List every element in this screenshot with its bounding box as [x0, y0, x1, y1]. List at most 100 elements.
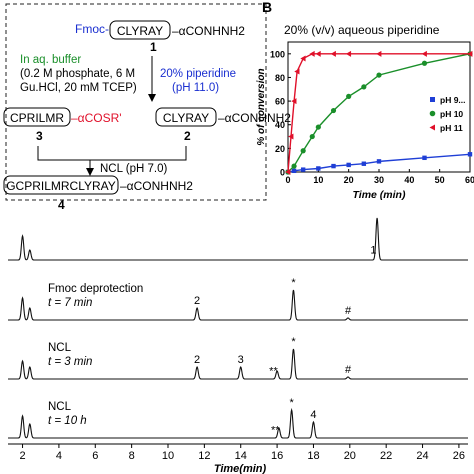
- thioester-sequence: CPRILMR: [10, 111, 64, 125]
- kinetics-chart: B 20% (v/v) aqueous piperidine 0 20 40 60 80…: [256, 0, 474, 201]
- data-point: [300, 167, 306, 172]
- peak-label: 2: [194, 354, 200, 366]
- compound-label-3: 3: [36, 129, 43, 143]
- trace-label-line-2: t = 3 min: [48, 356, 92, 368]
- x-tick-label: 10: [313, 175, 323, 185]
- data-point: [361, 84, 367, 90]
- chart-legend: pH 9... pH 10 pH 11: [429, 95, 466, 133]
- data-point: [291, 163, 297, 169]
- peak-label: 2: [194, 295, 200, 307]
- data-point: [330, 107, 337, 114]
- hplc-chromatograms: 1 Fmoc deprotection t = 7 min 2 * # NCL t = 3 m…: [8, 217, 468, 474]
- data-point: [376, 72, 382, 78]
- data-point: [361, 161, 367, 166]
- chart-x-label: Time (min): [353, 189, 406, 201]
- data-point: [376, 50, 382, 57]
- chromatogram-tick-label: 24: [416, 450, 428, 462]
- chromatogram-tick-label: 14: [235, 450, 247, 462]
- thioester-box: [3, 107, 71, 127]
- x-tick-label: 20: [344, 175, 354, 185]
- peak-label: #: [345, 364, 352, 376]
- legend-marker: [429, 110, 436, 117]
- trace-label-line-1: NCL: [48, 342, 72, 354]
- y-tick-label: 20: [275, 144, 285, 154]
- peptide-sequence-2: CLYRAY: [163, 111, 209, 125]
- x-tick-label: 40: [404, 175, 414, 185]
- chromatogram-tick-label: 4: [56, 450, 62, 462]
- thioester-suffix: –αCOSR': [71, 111, 122, 125]
- trace-group: 1 Fmoc deprotection t = 7 min 2 * # NCL t = 3 m…: [8, 217, 468, 439]
- chromatogram-tick-label: 6: [92, 450, 98, 462]
- series-group: [285, 50, 473, 175]
- chromatogram-x-ticks: 2 4 6 8 10 12 14 16 18 20 22 24 26: [19, 444, 465, 462]
- buffer-line-3: Gu.HCl, 20 mM TCEP): [20, 82, 137, 94]
- chromatogram-trace-1: [8, 217, 468, 261]
- peak-label: #: [345, 305, 352, 317]
- chromatogram-trace-3: [8, 348, 468, 380]
- trace-label-line-1: Fmoc deprotection: [48, 283, 143, 295]
- data-point: [294, 68, 300, 75]
- peptide-box-1: [109, 20, 171, 40]
- chart-plot-frame: [287, 41, 471, 173]
- compound-label-1: 1: [150, 40, 157, 54]
- fmoc-label: Fmoc-: [75, 22, 109, 36]
- compound-label-4: 4: [58, 198, 65, 212]
- data-point: [345, 50, 352, 57]
- chromatogram-trace-2: [8, 289, 468, 321]
- y-tick-label: 80: [275, 73, 285, 83]
- piperidine-line-1: 20% piperidine: [160, 68, 236, 80]
- arrow-down-head: [148, 94, 156, 102]
- product-box: [3, 175, 119, 195]
- data-point: [300, 148, 306, 154]
- chromatogram-tick-label: 12: [198, 450, 210, 462]
- y-tick-label: 40: [275, 120, 285, 130]
- peak-label: **: [269, 366, 278, 378]
- data-point: [421, 60, 428, 66]
- panel-b-letter: B: [262, 0, 272, 15]
- peptide-box-2: [155, 107, 217, 127]
- trace-label-line-2: t = 7 min: [48, 297, 92, 309]
- peak-label: 4: [310, 409, 316, 421]
- buffer-line-2: (0.2 M phosphate, 6 M: [20, 68, 135, 80]
- chart-title: 20% (v/v) aqueous piperidine: [284, 23, 440, 37]
- legend-marker: [429, 124, 435, 131]
- hydrazide-label-2: –αCONHNH2: [218, 111, 291, 125]
- peak-label: *: [291, 336, 296, 348]
- legend-label: pH 11: [440, 123, 463, 133]
- data-point: [316, 166, 321, 171]
- legend-label: pH 9...: [440, 95, 466, 105]
- scheme-dashed-frame: [5, 3, 267, 201]
- chromatogram-tick-label: 18: [307, 450, 319, 462]
- chromatogram-tick-label: 22: [380, 450, 392, 462]
- y-tick-label: 60: [275, 97, 285, 107]
- peak-label: *: [291, 277, 296, 289]
- chromatogram-tick-label: 2: [19, 450, 25, 462]
- trace-label-line-2: t = 10 h: [48, 415, 87, 427]
- data-point: [288, 133, 294, 140]
- legend-label: pH 10: [440, 109, 463, 119]
- series-line-1: [287, 153, 471, 173]
- x-tick-label: 50: [435, 175, 445, 185]
- ncl-arrow-head: [86, 168, 94, 176]
- data-point: [422, 155, 427, 161]
- peak-label: 1: [370, 244, 376, 256]
- chromatogram-trace-4: [8, 407, 468, 439]
- chromatogram-x-label: Time(min): [214, 463, 267, 474]
- data-point: [285, 169, 291, 175]
- chromatogram-tick-label: 8: [129, 450, 135, 462]
- data-point: [467, 50, 473, 57]
- data-point: [300, 55, 306, 62]
- series-line-3: [287, 53, 470, 173]
- data-point: [376, 159, 382, 164]
- data-point: [291, 168, 297, 174]
- data-point: [315, 124, 321, 130]
- data-point: [346, 93, 352, 99]
- chromatogram-tick-label: 26: [453, 450, 465, 462]
- peak-label: **: [271, 424, 280, 436]
- reaction-scheme: Fmoc- CLYRAY –αCONHNH2 1 In aq. buffer (…: [3, 3, 291, 212]
- hydrazide-label-4: –αCONHNH2: [120, 179, 193, 193]
- compound-label-2: 2: [184, 129, 191, 143]
- peak-label: 3: [238, 354, 244, 366]
- chart-y-label: % of conversion: [256, 68, 267, 145]
